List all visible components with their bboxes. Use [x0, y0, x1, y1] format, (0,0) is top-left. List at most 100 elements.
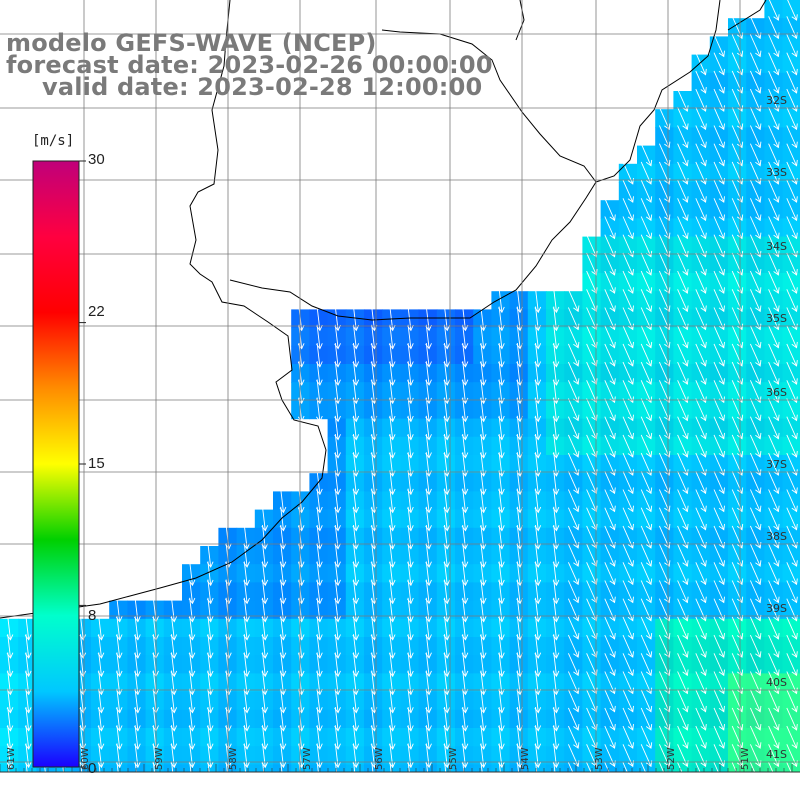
longitude-label: 58W	[228, 747, 239, 770]
wind-arrow	[749, 325, 762, 349]
wind-arrow	[658, 198, 671, 222]
wind-arrow	[640, 762, 646, 772]
wind-arrow	[586, 580, 598, 604]
wind-speed-cell	[782, 600, 800, 620]
wind-arrow	[567, 343, 580, 367]
wind-arrow	[622, 762, 628, 772]
wind-arrow	[768, 125, 780, 149]
wind-arrow	[731, 762, 737, 772]
wind-arrow	[640, 143, 653, 167]
longitude-label: 52W	[666, 747, 677, 770]
wind-arrow	[640, 179, 653, 203]
wind-arrow	[713, 234, 725, 258]
wind-arrow	[567, 762, 574, 772]
wind-arrow	[640, 580, 653, 604]
wind-arrow	[586, 598, 598, 622]
wind-arrow	[695, 744, 707, 768]
wind-speed-cell	[782, 236, 800, 256]
wind-arrow	[786, 325, 798, 349]
wind-speed-cell	[782, 473, 800, 492]
wind-arrow	[749, 689, 762, 713]
wind-speed-cell	[455, 764, 474, 772]
wind-speed-cell	[782, 655, 800, 674]
wind-speed-cell	[782, 327, 800, 347]
wind-arrow	[713, 107, 725, 131]
wind-arrow	[535, 761, 538, 772]
wind-arrow	[604, 234, 616, 258]
wind-speed-cell	[127, 764, 147, 772]
wind-arrow	[768, 562, 780, 586]
wind-speed-cell	[782, 54, 800, 74]
wind-arrow	[768, 689, 780, 713]
wind-arrow	[640, 434, 653, 458]
wind-arrow	[604, 216, 616, 240]
colorbar-unit: [m/s]	[32, 133, 75, 149]
wind-arrow	[677, 634, 689, 658]
wind-arrow	[677, 471, 689, 495]
wind-arrow	[695, 762, 701, 772]
wind-arrow	[768, 434, 780, 458]
wind-speed-cell	[782, 382, 800, 401]
wind-arrow	[713, 598, 725, 622]
wind-arrow	[677, 289, 689, 313]
wind-arrow	[786, 52, 798, 76]
wind-arrow	[225, 761, 228, 772]
wind-speed-cell	[782, 746, 800, 765]
wind-arrow	[567, 725, 580, 749]
wind-arrow	[713, 653, 725, 677]
wind-arrow	[586, 762, 592, 772]
wind-arrow	[695, 343, 707, 367]
wind-arrow	[786, 234, 798, 258]
wind-speed-cell	[364, 764, 383, 772]
wind-arrow	[749, 361, 762, 385]
wind-speed-cell	[546, 764, 565, 772]
wind-speed-cell	[782, 436, 800, 456]
wind-arrow	[640, 289, 653, 313]
wind-arrow	[768, 143, 780, 167]
wind-arrow	[786, 452, 798, 476]
wind-speed-cell	[782, 564, 800, 583]
wind-arrow	[768, 343, 780, 367]
model-title: modelo GEFS-WAVE (NCEP)	[6, 29, 377, 57]
wind-arrow	[622, 343, 634, 367]
wind-arrow	[658, 598, 671, 622]
valid-date: valid date: 2023-02-28 12:00:00	[42, 73, 483, 101]
wind-arrow	[713, 143, 725, 167]
wind-speed-cell	[728, 764, 747, 772]
wind-arrow	[695, 234, 707, 258]
wind-arrow	[677, 416, 689, 440]
wind-arrow	[622, 361, 634, 385]
wind-speed-cell	[564, 764, 583, 772]
wind-arrow	[622, 653, 634, 677]
wind-arrow	[786, 744, 798, 768]
wind-arrow	[786, 616, 798, 640]
wind-arrow	[604, 452, 616, 476]
wind-speed-cell	[782, 691, 800, 711]
wind-arrow	[786, 343, 798, 367]
longitude-label: 59W	[154, 747, 165, 770]
wind-arrow	[640, 452, 653, 476]
wind-arrow	[749, 744, 762, 768]
wind-arrow	[768, 416, 780, 440]
wind-speed-cell	[782, 345, 800, 365]
wind-speed-cell	[782, 764, 800, 772]
wind-arrow	[658, 543, 671, 567]
wind-arrow	[658, 343, 671, 367]
wind-arrow	[749, 289, 762, 313]
wind-arrow	[749, 434, 762, 458]
wind-arrow	[713, 489, 725, 513]
wind-arrow	[695, 725, 707, 749]
wind-arrow	[713, 270, 725, 294]
wind-speed-cell	[236, 764, 256, 772]
wind-arrow	[768, 216, 780, 240]
wind-arrow	[677, 270, 689, 294]
coastline	[0, 0, 767, 619]
wind-arrow	[713, 289, 725, 313]
wind-arrow	[768, 580, 780, 604]
wind-arrow	[768, 634, 780, 658]
wind-arrow	[786, 270, 798, 294]
wind-arrow	[586, 398, 598, 422]
wind-arrow	[768, 543, 780, 567]
wind-arrow	[640, 634, 653, 658]
